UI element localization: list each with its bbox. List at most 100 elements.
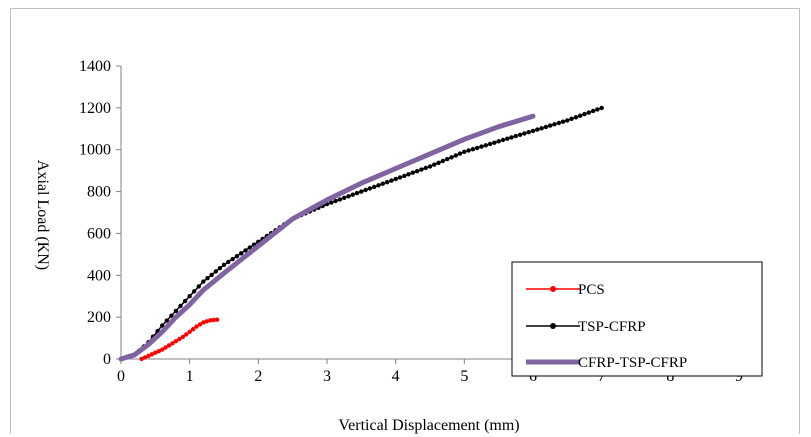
y-tick-label: 800 bbox=[87, 184, 111, 201]
data-point bbox=[530, 128, 536, 134]
data-point bbox=[470, 147, 476, 152]
data-point bbox=[342, 195, 347, 200]
data-point bbox=[208, 318, 213, 323]
data-point bbox=[590, 108, 596, 114]
data-point bbox=[487, 141, 493, 147]
data-point bbox=[372, 184, 377, 190]
data-point bbox=[192, 289, 197, 294]
data-point bbox=[196, 284, 201, 289]
data-point bbox=[205, 276, 210, 281]
y-tick-label: 400 bbox=[87, 267, 111, 284]
data-point bbox=[582, 111, 587, 117]
data-point bbox=[164, 318, 169, 323]
data-point bbox=[180, 334, 185, 340]
data-point bbox=[160, 347, 165, 352]
legend-marker bbox=[550, 286, 556, 292]
legend-label: PCS bbox=[578, 282, 605, 298]
y-tick-label: 1400 bbox=[79, 58, 111, 75]
data-point bbox=[432, 162, 437, 167]
data-point bbox=[173, 339, 179, 344]
data-point bbox=[177, 336, 182, 342]
data-point bbox=[201, 320, 206, 325]
data-point bbox=[505, 136, 510, 141]
data-point bbox=[410, 170, 415, 175]
data-point bbox=[449, 155, 454, 160]
data-point bbox=[367, 186, 373, 191]
data-point bbox=[221, 262, 227, 267]
data-point bbox=[230, 256, 235, 262]
y-tick-label: 1000 bbox=[79, 142, 111, 159]
data-point bbox=[201, 279, 206, 284]
data-point bbox=[211, 317, 216, 323]
data-point bbox=[513, 133, 518, 139]
legend-label: CFRP-TSP-CFRP bbox=[578, 355, 687, 371]
data-point bbox=[436, 160, 441, 165]
data-point bbox=[492, 140, 497, 145]
data-point bbox=[160, 323, 165, 328]
data-point bbox=[389, 178, 394, 183]
data-point bbox=[187, 294, 192, 299]
data-point bbox=[384, 180, 390, 185]
data-point bbox=[363, 187, 368, 193]
data-point bbox=[204, 319, 209, 324]
data-point bbox=[393, 176, 398, 182]
legend: PCS TSP-CFRP CFRP-TSP-CFRP bbox=[511, 261, 763, 377]
data-point bbox=[329, 200, 334, 205]
data-point bbox=[178, 303, 183, 309]
data-point bbox=[526, 130, 531, 135]
data-point bbox=[543, 124, 549, 130]
data-point bbox=[156, 349, 161, 354]
data-point bbox=[402, 173, 407, 179]
data-point bbox=[552, 122, 557, 127]
data-point bbox=[595, 107, 600, 112]
data-point bbox=[440, 158, 446, 164]
data-point bbox=[333, 198, 338, 204]
data-point bbox=[496, 139, 501, 144]
x-tick-label: 1 bbox=[186, 368, 194, 385]
x-tick-label: 4 bbox=[392, 368, 400, 385]
data-point bbox=[350, 192, 355, 197]
data-point bbox=[397, 175, 403, 180]
data-point bbox=[166, 343, 172, 348]
data-point bbox=[359, 189, 364, 194]
data-point bbox=[500, 137, 506, 143]
data-point bbox=[337, 197, 343, 202]
x-tick-label: 2 bbox=[254, 368, 262, 385]
data-point bbox=[190, 327, 196, 332]
y-tick-labels: 0 200 400 600 800 1000 1200 1400 bbox=[79, 58, 121, 368]
series-pcs bbox=[139, 317, 220, 362]
data-point bbox=[599, 105, 604, 111]
data-point bbox=[146, 353, 151, 359]
data-point bbox=[578, 113, 583, 118]
data-point bbox=[453, 153, 458, 158]
x-tick-label: 3 bbox=[323, 368, 331, 385]
data-point bbox=[169, 313, 174, 318]
data-point bbox=[479, 144, 484, 149]
data-point bbox=[239, 251, 244, 256]
data-point bbox=[213, 269, 218, 274]
data-point bbox=[462, 149, 467, 154]
data-point bbox=[457, 151, 463, 156]
data-point bbox=[556, 120, 561, 126]
y-tick-label: 600 bbox=[87, 225, 111, 242]
data-point bbox=[535, 127, 540, 132]
data-point bbox=[569, 116, 574, 122]
data-point bbox=[445, 156, 450, 162]
series-cfrp-tsp-cfrp bbox=[118, 113, 536, 362]
data-point bbox=[509, 135, 514, 140]
data-point bbox=[149, 352, 155, 357]
data-point bbox=[153, 350, 158, 355]
data-point bbox=[573, 115, 579, 120]
data-point bbox=[226, 259, 231, 265]
y-tick-label: 0 bbox=[103, 351, 111, 368]
legend-item-tsp-cfrp: TSP-CFRP bbox=[526, 319, 646, 335]
data-point bbox=[182, 298, 188, 304]
data-point bbox=[483, 143, 488, 148]
x-tick-label: 0 bbox=[117, 368, 125, 385]
data-point bbox=[173, 308, 179, 314]
data-point bbox=[139, 356, 144, 362]
data-point bbox=[522, 131, 527, 136]
data-point bbox=[346, 194, 351, 199]
y-tick-label: 1200 bbox=[79, 100, 111, 117]
data-point bbox=[209, 272, 214, 278]
